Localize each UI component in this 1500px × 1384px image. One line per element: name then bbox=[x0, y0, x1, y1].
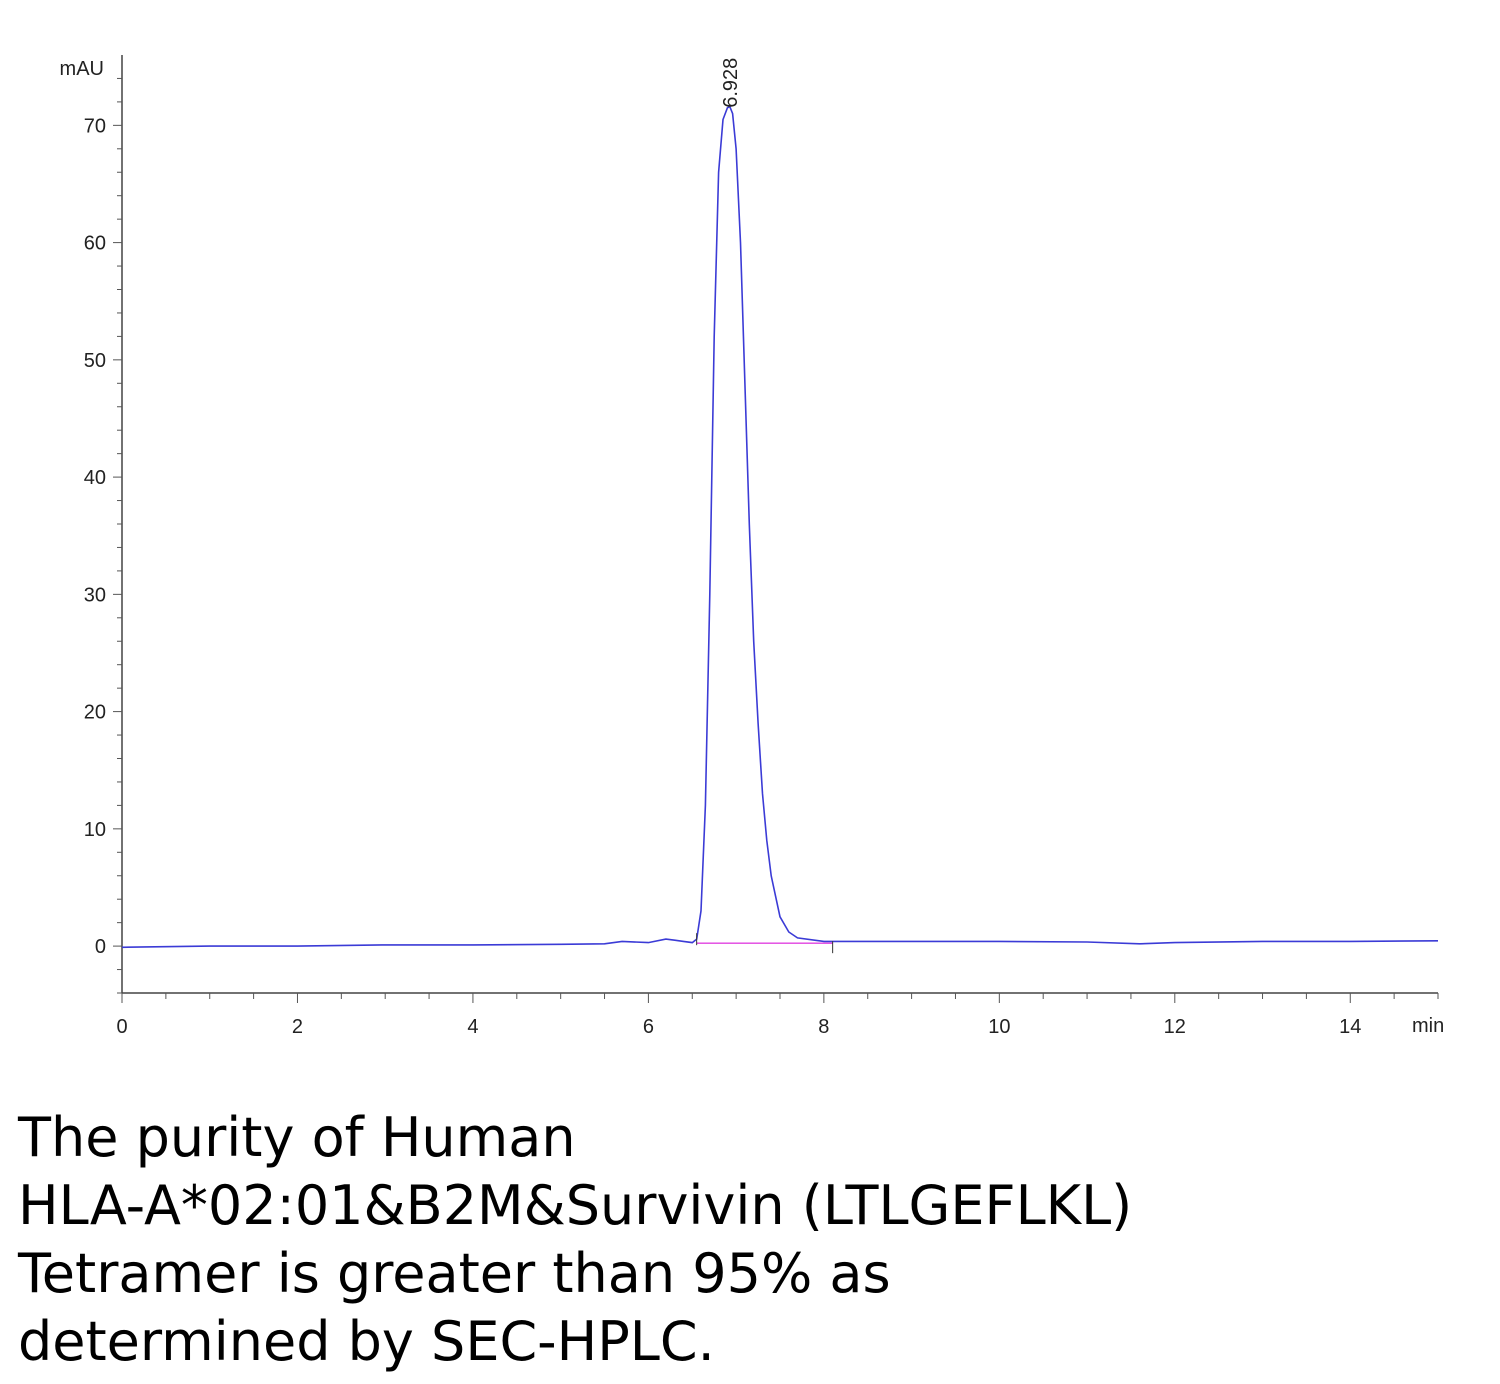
x-tick-label: 10 bbox=[988, 1016, 1010, 1038]
y-tick-label: 50 bbox=[84, 350, 106, 372]
y-tick-label: 20 bbox=[84, 702, 106, 724]
x-tick-label: 2 bbox=[292, 1016, 303, 1038]
caption-line-2: HLA-A*02:01&B2M&Survivin (LTLGEFLKL) bbox=[18, 1174, 1133, 1237]
x-tick-label: 14 bbox=[1339, 1016, 1361, 1038]
y-tick-label: 0 bbox=[95, 936, 106, 958]
purity-caption: The purity of Human HLA-A*02:01&B2M&Surv… bbox=[18, 1104, 1488, 1376]
x-tick-label: 8 bbox=[818, 1016, 829, 1038]
chart-series-layer bbox=[121, 105, 1439, 954]
chromatogram-trace bbox=[121, 105, 1439, 949]
x-tick-label: 6 bbox=[643, 1016, 654, 1038]
chart-ticks: 0 10 20 30 40 50 60 70 0 2 4 6 8 10 12 14 bbox=[84, 77, 1439, 1038]
caption-line-3: Tetramer is greater than 95% as bbox=[18, 1242, 891, 1305]
chart-axes bbox=[121, 55, 1438, 994]
chromatogram-chart: 0 10 20 30 40 50 60 70 0 2 4 6 8 10 12 14 mAU min 6.928 bbox=[60, 55, 1444, 1038]
y-tick-label: 40 bbox=[84, 467, 106, 489]
y-tick-label: 70 bbox=[84, 115, 106, 137]
y-axis-unit-label: mAU bbox=[60, 58, 104, 80]
y-tick-label: 30 bbox=[84, 584, 106, 606]
caption-line-1: The purity of Human bbox=[18, 1106, 576, 1169]
x-tick-label: 12 bbox=[1164, 1016, 1186, 1038]
y-tick-label: 60 bbox=[84, 233, 106, 255]
x-tick-label: 4 bbox=[467, 1016, 478, 1038]
x-axis-unit-label: min bbox=[1412, 1015, 1444, 1037]
x-tick-label: 0 bbox=[116, 1016, 127, 1038]
peak-retention-label: 6.928 bbox=[720, 58, 742, 108]
y-tick-label: 10 bbox=[84, 819, 106, 841]
caption-line-4: determined by SEC-HPLC. bbox=[18, 1310, 715, 1373]
